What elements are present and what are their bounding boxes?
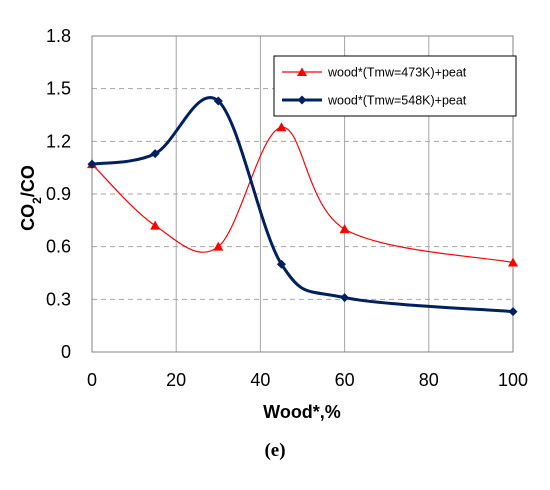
y-tick-label: 0.6 [46,237,71,257]
y-tick-label: 0.3 [46,289,71,309]
x-tick-label: 60 [335,370,355,390]
x-tick-label: 0 [87,370,97,390]
x-tick-label: 80 [419,370,439,390]
legend: wood*(Tmw=473K)+peat wood*(Tmw=548K)+pea… [274,56,516,116]
series-layer [87,96,518,316]
data-point [340,224,350,233]
series-line [92,97,513,311]
y-tick-label: 1.5 [46,79,71,99]
figure-caption: (e) [0,440,550,462]
series-2 [88,96,518,316]
y-tick-label: 0.9 [46,184,71,204]
data-point [509,307,518,316]
x-tick-label: 40 [250,370,270,390]
x-axis-title: Wood*,% [263,402,341,422]
x-tick-label: 100 [498,370,528,390]
legend-label-series-1: wood*(Tmw=473K)+peat [327,66,467,80]
y-tick-label: 1.2 [46,131,71,151]
y-tick-label: 0 [61,342,71,362]
y-tick-label: 1.8 [46,26,71,46]
data-point [150,221,160,230]
series-line [92,127,513,262]
data-point [340,293,349,302]
x-tick-label: 20 [166,370,186,390]
chart: 00.30.60.91.21.51.80 20 40 60 80 100 Wood*,% … [0,0,550,440]
data-point [276,122,286,131]
y-axis-title: CO2/CO [18,165,44,231]
legend-label-series-2: wood*(Tmw=548K)+peat [327,94,467,108]
